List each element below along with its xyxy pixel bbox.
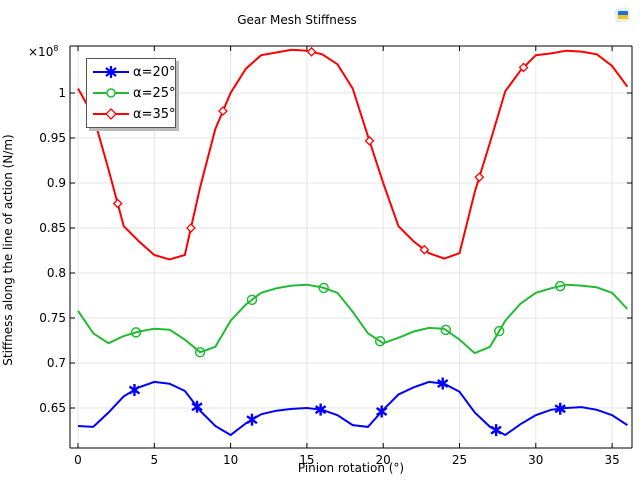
- legend-item-alpha-35: α=35°: [93, 104, 176, 124]
- diamond-marker-icon: [93, 108, 129, 120]
- x-axis-label: Pinion rotation (°): [297, 461, 405, 475]
- svg-text:0.8: 0.8: [47, 266, 66, 280]
- svg-text:0.85: 0.85: [39, 221, 66, 235]
- svg-text:0.75: 0.75: [39, 311, 66, 325]
- legend-item-alpha-25: α=25°: [93, 83, 176, 103]
- svg-text:0.95: 0.95: [39, 131, 66, 145]
- app-logo-icon[interactable]: [614, 6, 632, 24]
- svg-text:0.7: 0.7: [47, 356, 66, 370]
- svg-text:30: 30: [528, 453, 543, 467]
- legend: α=20° α=25° α=35°: [86, 58, 176, 128]
- chart-title: Gear Mesh Stiffness: [237, 13, 357, 27]
- svg-text:35: 35: [604, 453, 619, 467]
- circle-marker-icon: [93, 88, 129, 98]
- asterisk-marker-icon: [93, 66, 129, 78]
- legend-label: α=35°: [133, 106, 176, 122]
- svg-text:25: 25: [452, 453, 467, 467]
- svg-text:15: 15: [299, 453, 314, 467]
- legend-item-alpha-20: α=20°: [93, 62, 176, 82]
- svg-text:20: 20: [376, 453, 391, 467]
- svg-text:0.65: 0.65: [39, 401, 66, 415]
- svg-text:0: 0: [74, 453, 82, 467]
- legend-label: α=20°: [133, 64, 176, 80]
- svg-text:5: 5: [150, 453, 158, 467]
- legend-label: α=25°: [133, 85, 176, 101]
- svg-text:1: 1: [58, 86, 66, 100]
- y-axis-label: Stiffness along the line of action (N/m): [1, 134, 15, 366]
- svg-text:10: 10: [223, 453, 238, 467]
- svg-text:0.9: 0.9: [47, 176, 66, 190]
- y-axis-exponent: ×108: [28, 44, 59, 59]
